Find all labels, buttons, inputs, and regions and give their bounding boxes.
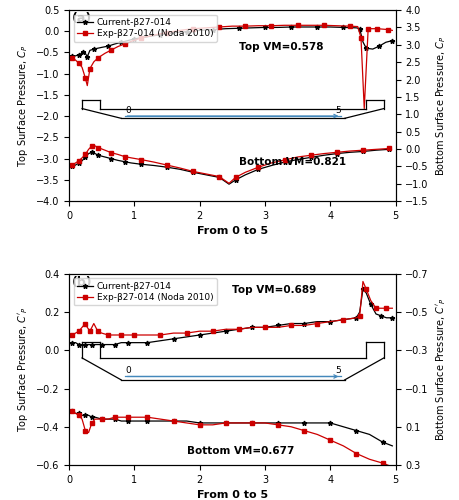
Text: 5: 5 (334, 106, 340, 114)
Y-axis label: Top Surface Pressure, $C'_P$: Top Surface Pressure, $C'_P$ (16, 306, 30, 432)
X-axis label: From 0 to 5: From 0 to 5 (196, 226, 267, 236)
Legend: Current-β27-014, Exp-β27-014 (Noda 2010): Current-β27-014, Exp-β27-014 (Noda 2010) (73, 278, 217, 305)
Y-axis label: Top Surface Pressure, $C_P$: Top Surface Pressure, $C_P$ (16, 44, 30, 167)
Text: Top VM=0.689: Top VM=0.689 (232, 285, 316, 295)
Text: 0: 0 (126, 106, 131, 114)
Y-axis label: Bottom Surface Pressure, $C'_P$: Bottom Surface Pressure, $C'_P$ (433, 298, 447, 441)
Y-axis label: Bottom Surface Pressure, $C_P$: Bottom Surface Pressure, $C_P$ (433, 36, 447, 176)
Text: Top VM=0.578: Top VM=0.578 (238, 42, 323, 52)
Legend: Current-β27-014, Exp-β27-014 (Noda 2010): Current-β27-014, Exp-β27-014 (Noda 2010) (73, 14, 217, 42)
Text: Bottom VM=0.821: Bottom VM=0.821 (238, 157, 345, 167)
Text: (a): (a) (72, 12, 92, 25)
Text: (b): (b) (72, 276, 93, 288)
X-axis label: From 0 to 5: From 0 to 5 (196, 490, 267, 500)
Text: 5: 5 (334, 366, 340, 375)
Text: Bottom VM=0.677: Bottom VM=0.677 (186, 446, 293, 456)
Text: 0: 0 (126, 366, 131, 375)
